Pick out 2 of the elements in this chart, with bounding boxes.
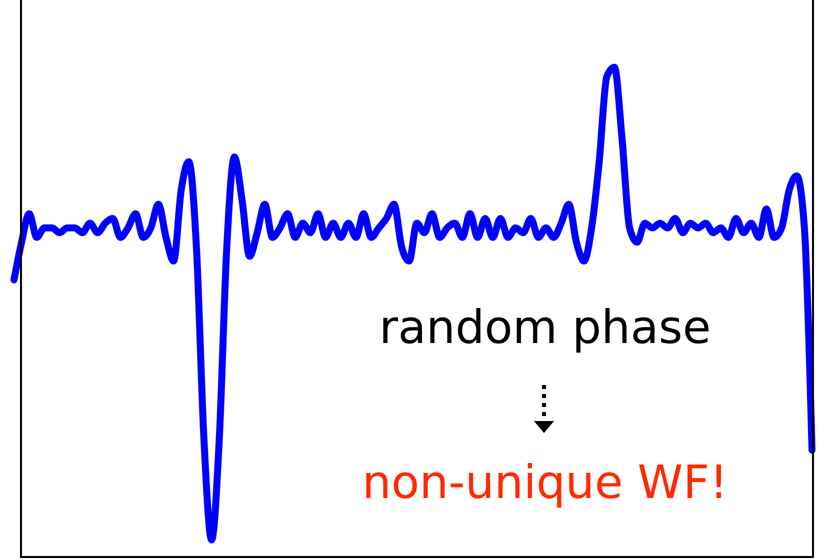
annotation: random phase: [378, 300, 712, 354]
annotation: non-unique WF!: [361, 455, 729, 509]
